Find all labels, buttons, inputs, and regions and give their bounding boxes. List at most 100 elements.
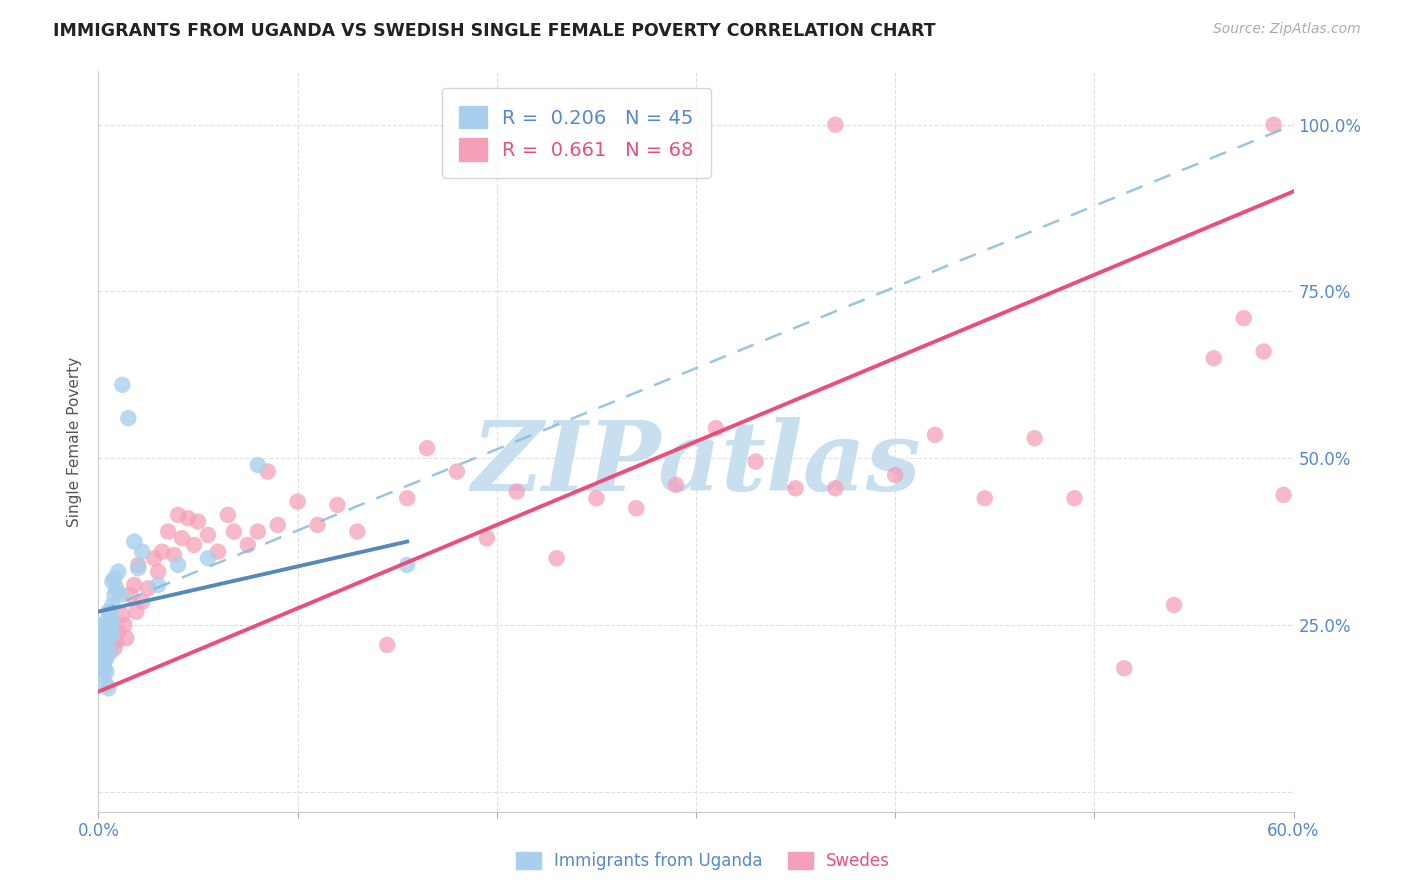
Point (101, 615, 124, 629)
Point (506, 484, 529, 499)
Point (124, 578, 146, 592)
Legend: R =  0.206   N = 45, R =  0.661   N = 68: R = 0.206 N = 45, R = 0.661 N = 68 (441, 88, 711, 178)
Point (111, 607, 134, 622)
Point (98, 605, 122, 619)
Point (148, 578, 170, 592)
Point (785, 481, 807, 495)
Point (97, 618, 120, 632)
Point (824, 481, 846, 495)
Point (91, 634, 114, 648)
Point (167, 558, 190, 572)
Point (107, 624, 129, 639)
Point (475, 531, 498, 545)
Point (93, 628, 115, 642)
Y-axis label: Single Female Poverty: Single Female Poverty (67, 357, 83, 526)
Point (91, 657, 114, 672)
Point (745, 454, 768, 468)
Point (93, 655, 115, 669)
Point (96, 665, 118, 679)
Point (97, 605, 120, 619)
Point (267, 517, 290, 532)
Point (665, 478, 688, 492)
Point (107, 565, 129, 579)
Point (96, 651, 118, 665)
Point (236, 538, 259, 552)
Point (136, 582, 159, 596)
Point (163, 548, 186, 562)
Point (111, 377, 134, 392)
Point (105, 582, 128, 596)
Point (416, 441, 439, 455)
Point (1253, 344, 1275, 359)
Point (884, 467, 907, 482)
Point (125, 605, 148, 619)
Point (167, 508, 190, 522)
Point (112, 618, 135, 632)
Point (101, 598, 124, 612)
Point (103, 588, 125, 602)
Point (97, 618, 120, 632)
Point (103, 641, 125, 656)
Text: IMMIGRANTS FROM UGANDA VS SWEDISH SINGLE FEMALE POVERTY CORRELATION CHART: IMMIGRANTS FROM UGANDA VS SWEDISH SINGLE… (53, 22, 936, 40)
Point (187, 515, 209, 529)
Point (98, 628, 122, 642)
Point (127, 561, 149, 575)
Point (1024, 431, 1046, 445)
Point (97, 638, 120, 652)
Point (93, 661, 115, 675)
Point (1202, 351, 1225, 366)
Point (326, 498, 349, 512)
Point (207, 544, 229, 558)
Point (98, 645, 122, 659)
Point (924, 428, 946, 442)
Point (103, 571, 125, 585)
Point (197, 528, 219, 542)
Point (1233, 311, 1256, 326)
Point (396, 558, 419, 572)
Point (93, 641, 115, 656)
Point (172, 531, 194, 545)
Point (1272, 488, 1295, 502)
Point (307, 517, 329, 532)
Point (96, 638, 118, 652)
Point (97, 681, 120, 696)
Point (89, 638, 111, 652)
Point (96, 628, 118, 642)
Point (973, 491, 995, 506)
Point (396, 491, 419, 506)
Point (101, 628, 124, 642)
Point (91, 651, 114, 665)
Point (704, 421, 727, 435)
Point (197, 551, 219, 566)
Point (1263, 118, 1285, 132)
Point (96, 648, 118, 662)
Point (89, 628, 111, 642)
Point (157, 524, 180, 539)
Point (585, 491, 607, 506)
Point (98, 618, 122, 632)
Point (626, 501, 648, 516)
Point (105, 634, 128, 648)
Legend: Immigrants from Uganda, Swedes: Immigrants from Uganda, Swedes (509, 845, 897, 877)
Point (101, 574, 124, 589)
Point (824, 118, 846, 132)
Point (93, 668, 115, 682)
Point (1163, 598, 1185, 612)
Point (346, 524, 368, 539)
Point (375, 638, 398, 652)
Point (120, 588, 142, 602)
Point (217, 508, 239, 522)
Point (446, 465, 468, 479)
Point (91, 645, 114, 659)
Point (96, 615, 118, 629)
Point (127, 558, 149, 572)
Point (150, 544, 173, 558)
Point (131, 544, 153, 558)
Point (246, 524, 269, 539)
Point (222, 524, 245, 539)
Point (101, 628, 124, 642)
Point (246, 458, 269, 472)
Point (1063, 491, 1085, 506)
Point (96, 678, 118, 692)
Point (183, 538, 205, 552)
